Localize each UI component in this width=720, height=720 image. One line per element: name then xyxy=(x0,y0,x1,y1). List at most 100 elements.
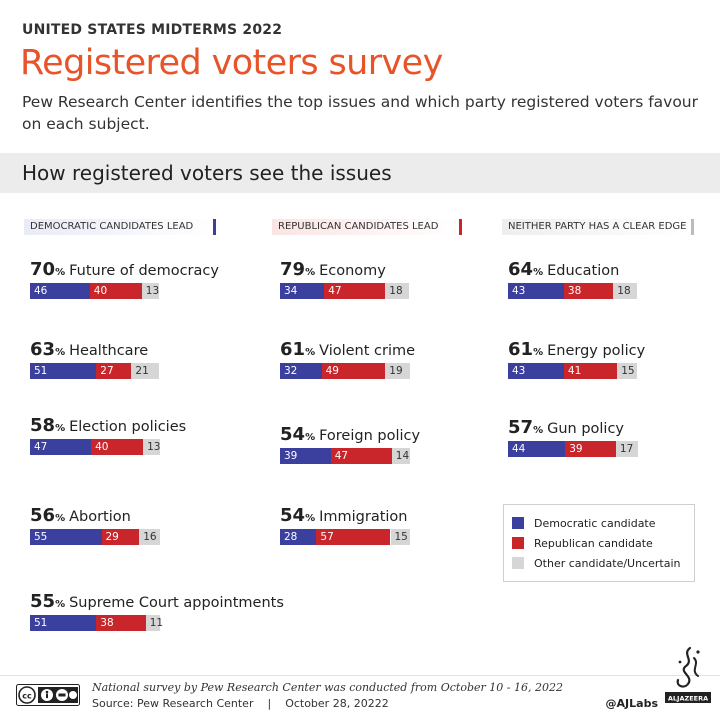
bar-segment-other: 15 xyxy=(617,363,637,379)
source-text: Source: Pew Research Center xyxy=(92,697,254,710)
issue-name: Foreign policy xyxy=(319,428,421,444)
issue-item: 70% Future of democracy 46 40 13 xyxy=(30,260,270,299)
issue-name: Gun policy xyxy=(547,421,625,437)
issue-label: 54% Foreign policy xyxy=(280,425,520,445)
bar-segment-democratic: 39 xyxy=(280,448,331,464)
bar-segment-other: 15 xyxy=(390,529,410,545)
issue-item: 55% Supreme Court appointments 51 38 11 xyxy=(30,591,284,631)
bar-segment-republican: 27 xyxy=(96,363,132,379)
issue-label: 58% Election policies xyxy=(30,416,270,436)
issue-item: 61% Violent crime 32 49 19 xyxy=(280,340,520,379)
percent-sign: % xyxy=(305,347,316,358)
column-header-republican: REPUBLICAN CANDIDATES LEAD xyxy=(272,219,462,235)
issue-label: 61% Energy policy xyxy=(508,340,720,360)
issue-name: Abortion xyxy=(69,509,131,525)
percent-sign: % xyxy=(533,267,544,278)
bar-segment-democratic: 32 xyxy=(280,363,322,379)
ajlabs-handle: @AJLabs xyxy=(605,697,658,710)
issue-label: 56% Abortion xyxy=(30,506,270,526)
svg-text:cc: cc xyxy=(22,692,32,701)
issue-item: 58% Election policies 47 40 13 xyxy=(30,416,270,455)
bar-segment-democratic: 51 xyxy=(30,363,97,379)
bar-segment-democratic: 43 xyxy=(508,283,564,299)
bar-segment-democratic: 51 xyxy=(30,615,97,631)
issue-label: 64% Education xyxy=(508,260,720,280)
importance-value: 61 xyxy=(280,339,306,360)
issue-name: Energy policy xyxy=(547,343,646,359)
bar-segment-other: 19 xyxy=(385,363,410,379)
legend: Democratic candidate Republican candidat… xyxy=(503,504,695,582)
issue-item: 57% Gun policy 44 39 17 xyxy=(508,418,720,457)
stacked-bar: 51 27 21 xyxy=(30,363,270,379)
bar-segment-other: 18 xyxy=(385,283,409,299)
importance-value: 79 xyxy=(280,259,306,280)
bar-segment-republican: 29 xyxy=(101,529,140,545)
bar-segment-democratic: 34 xyxy=(280,283,325,299)
logo-wordmark: ALJAZEERA xyxy=(668,695,708,703)
bar-segment-other: 17 xyxy=(615,441,638,457)
bar-segment-republican: 40 xyxy=(91,439,144,455)
issue-name: Supreme Court appointments xyxy=(69,595,284,611)
column-header-neither: NEITHER PARTY HAS A CLEAR EDGE xyxy=(502,219,694,235)
issue-name: Education xyxy=(547,263,620,279)
bar-segment-republican: 47 xyxy=(324,283,386,299)
source-separator: | xyxy=(267,697,272,710)
section-title: How registered voters see the issues xyxy=(22,161,392,185)
legend-item-republican: Republican candidate xyxy=(512,537,653,551)
importance-value: 57 xyxy=(508,417,534,438)
percent-sign: % xyxy=(305,432,316,443)
legend-swatch-democratic xyxy=(512,517,524,529)
stacked-bar: 32 49 19 xyxy=(280,363,520,379)
page-title: Registered voters survey xyxy=(20,43,443,83)
kicker: UNITED STATES MIDTERMS 2022 xyxy=(22,22,283,38)
legend-item-other: Other candidate/Uncertain xyxy=(512,557,680,571)
percent-sign: % xyxy=(305,513,316,524)
issue-item: 61% Energy policy 43 41 15 xyxy=(508,340,720,379)
section-band: How registered voters see the issues xyxy=(0,153,720,193)
percent-sign: % xyxy=(533,425,544,436)
stacked-bar: 43 41 15 xyxy=(508,363,720,379)
percent-sign: % xyxy=(305,267,316,278)
issue-label: 63% Healthcare xyxy=(30,340,270,360)
bar-segment-republican: 38 xyxy=(563,283,614,299)
stacked-bar: 28 57 15 xyxy=(280,529,520,545)
bar-segment-republican: 41 xyxy=(563,363,618,379)
issue-item: 56% Abortion 55 29 16 xyxy=(30,506,270,545)
importance-value: 55 xyxy=(30,591,56,612)
issue-label: 57% Gun policy xyxy=(508,418,720,438)
importance-value: 58 xyxy=(30,415,56,436)
issue-item: 54% Immigration 28 57 15 xyxy=(280,506,520,545)
bar-segment-democratic: 28 xyxy=(280,529,317,545)
bar-segment-other: 13 xyxy=(141,283,159,299)
issue-item: 63% Healthcare 51 27 21 xyxy=(30,340,270,379)
issue-name: Economy xyxy=(319,263,386,279)
issue-label: 79% Economy xyxy=(280,260,520,280)
legend-label-other: Other candidate/Uncertain xyxy=(534,557,681,570)
creative-commons-icon: cc xyxy=(16,684,80,706)
importance-value: 63 xyxy=(30,339,56,360)
footer-divider xyxy=(0,675,720,676)
percent-sign: % xyxy=(55,423,66,434)
publish-date: October 28, 20222 xyxy=(285,697,389,710)
stacked-bar: 46 40 13 xyxy=(30,283,270,299)
issue-label: 54% Immigration xyxy=(280,506,520,526)
bar-segment-republican: 39 xyxy=(565,441,616,457)
source-line: Source: Pew Research Center | October 28, … xyxy=(92,697,389,710)
bar-segment-democratic: 43 xyxy=(508,363,564,379)
bar-segment-other: 18 xyxy=(613,283,637,299)
importance-value: 56 xyxy=(30,505,56,526)
percent-sign: % xyxy=(55,347,66,358)
importance-value: 54 xyxy=(280,505,306,526)
bar-segment-democratic: 47 xyxy=(30,439,92,455)
importance-value: 54 xyxy=(280,424,306,445)
legend-label-democratic: Democratic candidate xyxy=(534,517,656,530)
percent-sign: % xyxy=(55,513,66,524)
bar-segment-republican: 38 xyxy=(96,615,146,631)
issue-label: 61% Violent crime xyxy=(280,340,520,360)
bar-segment-republican: 49 xyxy=(321,363,386,379)
legend-item-democratic: Democratic candidate xyxy=(512,517,656,531)
bar-segment-democratic: 55 xyxy=(30,529,102,545)
survey-note: National survey by Pew Research Center w… xyxy=(92,681,563,694)
importance-value: 70 xyxy=(30,259,56,280)
stacked-bar: 39 47 14 xyxy=(280,448,520,464)
